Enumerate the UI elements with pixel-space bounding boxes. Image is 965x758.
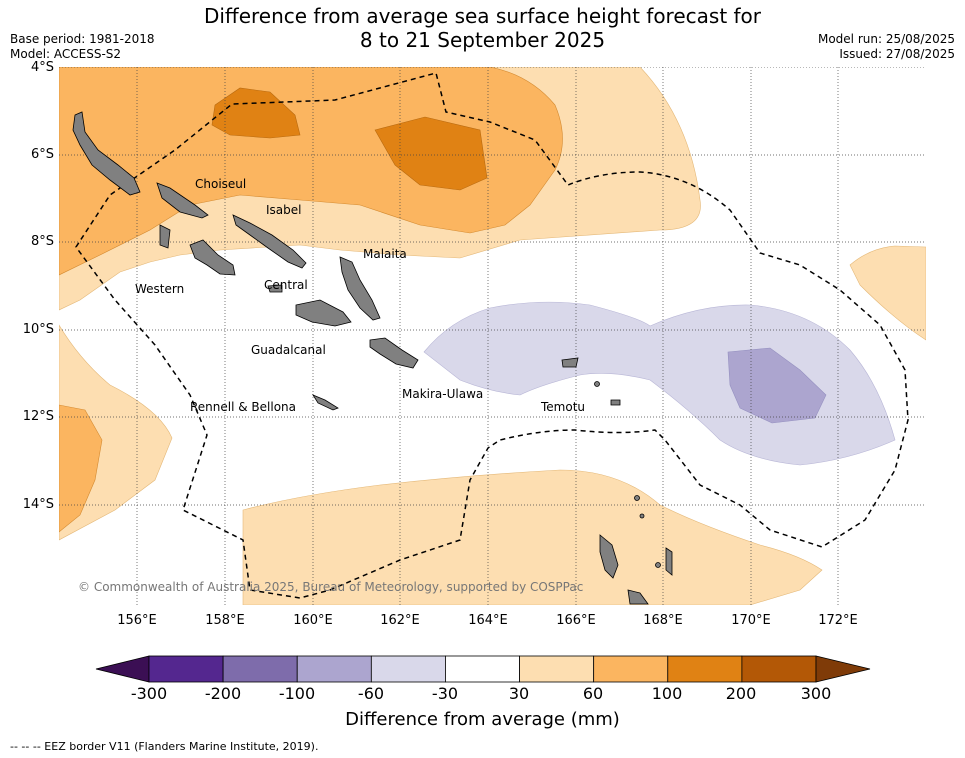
colorbar-label-9: 300 — [800, 684, 832, 703]
colorbar-label-6: 60 — [582, 684, 604, 703]
region-label-temotu: Temotu — [540, 400, 585, 414]
lon-tick-158e: 158°E — [205, 613, 245, 628]
anomaly-zone-neg60-neg100 — [727, 347, 827, 424]
colorbar-cell-6 — [593, 655, 669, 683]
island-dot-2 — [634, 495, 640, 501]
title-line-2: 8 to 21 September 2025 — [359, 28, 606, 52]
anomaly-zone-30-60-south — [242, 469, 823, 605]
model-run: Model run: 25/08/2025 — [817, 32, 955, 46]
island-central — [267, 284, 283, 293]
anomaly-zone-60-100-west — [59, 404, 103, 533]
lon-tick-160e: 160°E — [293, 613, 333, 628]
region-label-western: Western — [135, 282, 184, 296]
lat-tick-4s: 4°S — [30, 60, 54, 75]
island-temotu-a — [561, 357, 579, 368]
colorbar-cell-4 — [445, 655, 520, 683]
island-rennell — [311, 394, 339, 411]
lat-tick-12s: 12°S — [22, 409, 54, 424]
colorbar-label-7: 100 — [651, 684, 683, 703]
lon-tick-172e: 172°E — [818, 613, 858, 628]
lon-tick-170e: 170°E — [731, 613, 771, 628]
colorbar-cell-2 — [296, 655, 372, 683]
lat-tick-6s: 6°S — [30, 147, 54, 162]
islands — [72, 111, 673, 605]
model-info: Base period: 1981-2018 Model: ACCESS-S2 — [10, 32, 155, 62]
island-dot-4 — [655, 562, 661, 568]
colorbar-label-2: -100 — [278, 684, 316, 703]
island-small-west — [159, 224, 171, 249]
colorbar-cell-0 — [148, 655, 224, 683]
island-isabel — [232, 214, 307, 269]
model-name: Model: ACCESS-S2 — [10, 47, 122, 61]
colorbar-cell-8 — [741, 655, 817, 683]
anomaly-zone-60-100-north — [59, 67, 563, 276]
region-label-choiseul: Choiseul — [195, 177, 246, 191]
lon-tick-168e: 168°E — [643, 613, 683, 628]
region-label-rennell-bellona: Rennell & Bellona — [190, 400, 296, 414]
region-label-makira-ulawa: Makira-Ulawa — [402, 387, 483, 401]
colorbar-title: Difference from average (mm) — [345, 709, 620, 730]
colorbar-cell-5 — [519, 655, 595, 683]
lon-tick-162e: 162°E — [380, 613, 420, 628]
region-label-malaita: Malaita — [363, 247, 407, 261]
island-vella — [156, 182, 209, 219]
colorbar-label-1: -200 — [204, 684, 242, 703]
map-title: Difference from average sea surface heig… — [0, 4, 965, 52]
copyright-note: © Commonwealth of Australia 2025, Bureau… — [78, 580, 584, 594]
colorbar-label-4: -30 — [431, 684, 459, 703]
island-vanuatu-a — [599, 534, 619, 579]
anomaly-zone-100-200-a — [211, 87, 301, 139]
island-guadalcanal — [295, 299, 352, 327]
run-info: Model run: 25/08/2025 Issued: 27/08/2025 — [818, 32, 955, 62]
island-newgeorgia — [189, 239, 236, 276]
lat-tick-10s: 10°S — [22, 322, 54, 337]
island-dot-1 — [594, 381, 600, 387]
colorbar-extend-high — [815, 655, 871, 683]
lat-tick-8s: 8°S — [30, 234, 54, 249]
anomaly-zone-100-200-b — [374, 116, 488, 191]
colorbar-cell-3 — [370, 655, 446, 683]
colorbar — [95, 655, 871, 683]
island-vanuatu-c — [665, 547, 673, 576]
base-period: Base period: 1981-2018 — [10, 32, 155, 46]
colorbar-label-3: -60 — [357, 684, 385, 703]
lat-tick-14s: 14°S — [22, 497, 54, 512]
eez-border — [75, 72, 909, 599]
anomaly-zone-neg30-neg60 — [423, 301, 896, 466]
island-malaita — [339, 256, 381, 321]
issued-date: Issued: 27/08/2025 — [839, 47, 955, 61]
eez-footnote: -- -- -- EEZ border V11 (Flanders Marine… — [10, 740, 319, 753]
island-temotu-b — [610, 399, 621, 406]
lon-tick-166e: 166°E — [556, 613, 596, 628]
colorbar-cell-1 — [222, 655, 298, 683]
island-makira — [369, 337, 419, 369]
region-label-central: Central — [264, 278, 308, 292]
colorbar-label-8: 200 — [725, 684, 757, 703]
colorbar-cell-7 — [667, 655, 743, 683]
lon-tick-156e: 156°E — [117, 613, 157, 628]
region-label-isabel: Isabel — [266, 203, 301, 217]
anomaly-zone-30-60-east — [849, 245, 926, 341]
island-dot-3 — [639, 513, 645, 519]
region-label-guadalcanal: Guadalcanal — [251, 343, 326, 357]
colorbar-label-0: -300 — [130, 684, 168, 703]
map-canvas: Choiseul Isabel Malaita Western Central … — [59, 67, 926, 605]
island-choiseul — [72, 111, 141, 196]
island-vanuatu-b — [627, 589, 649, 605]
title-line-1: Difference from average sea surface heig… — [203, 4, 762, 28]
colorbar-extend-low — [95, 655, 150, 683]
lon-tick-164e: 164°E — [468, 613, 508, 628]
colorbar-label-5: 30 — [508, 684, 530, 703]
